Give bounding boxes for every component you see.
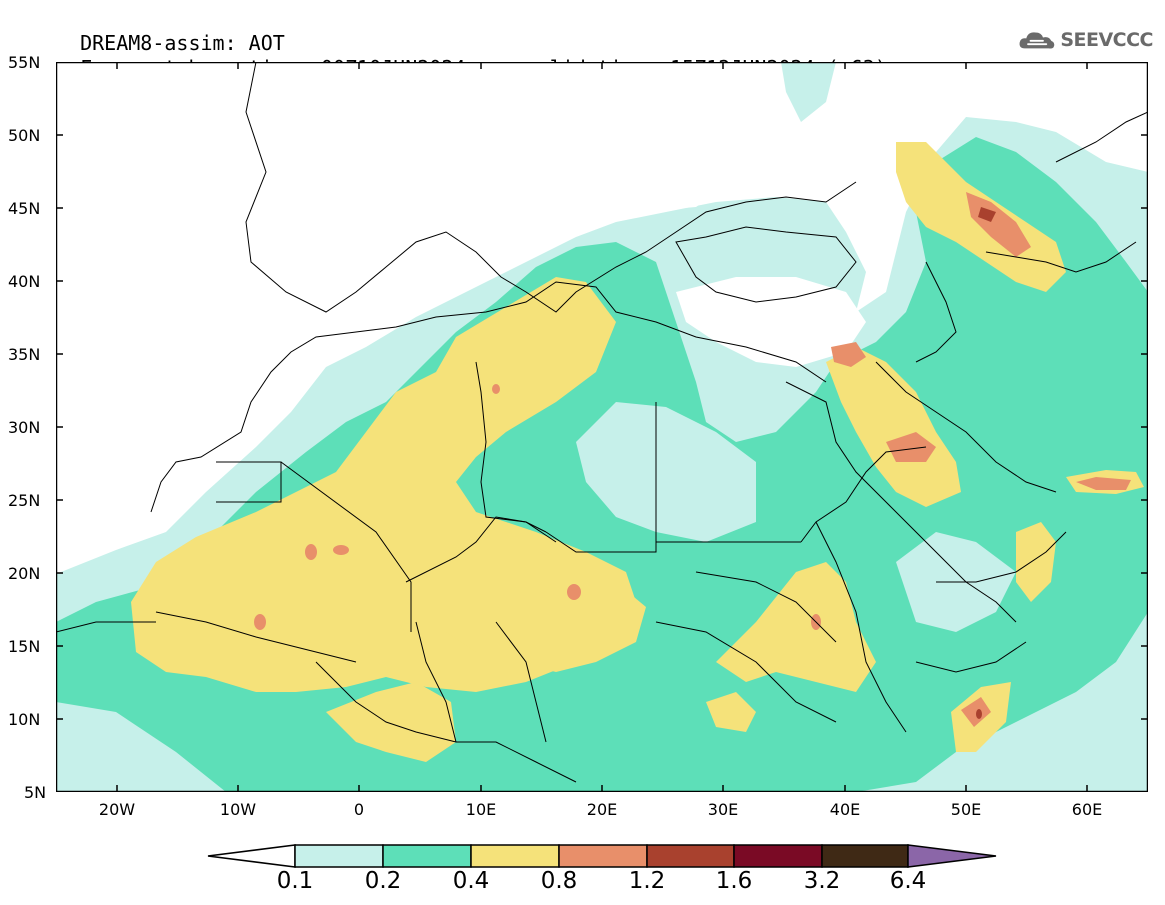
lon-label-20w: 20W bbox=[98, 800, 136, 819]
aot-spot-chad bbox=[567, 584, 581, 600]
cloud-icon bbox=[1019, 32, 1055, 49]
colorbar-swatch-6 bbox=[733, 844, 823, 868]
lat-label-10n: 10N bbox=[8, 710, 41, 729]
map-title: DREAM8-assim: AOT bbox=[56, 10, 285, 54]
colorbar-swatch-5 bbox=[646, 844, 735, 868]
model-title: DREAM8-assim: AOT bbox=[80, 31, 285, 55]
lat-label-40n: 40N bbox=[8, 272, 41, 291]
colorbar-label-0-1: 0.1 bbox=[276, 868, 314, 894]
aot-layer-0-4-arabia bbox=[826, 347, 961, 507]
seevccc-logo: SEEVCCC bbox=[1018, 24, 1153, 56]
aot-spot-mauritania bbox=[254, 614, 266, 630]
aot-spot-mali1 bbox=[305, 544, 317, 560]
lat-label-25n: 25N bbox=[8, 491, 41, 510]
lon-label-10e: 10E bbox=[465, 800, 497, 819]
lon-label-20e: 20E bbox=[586, 800, 618, 819]
lon-label-30e: 30E bbox=[707, 800, 739, 819]
lon-label-0: 0 bbox=[353, 800, 365, 819]
aot-layer-0-4-sudan bbox=[716, 562, 876, 692]
colorbar-swatch-4 bbox=[558, 844, 648, 868]
colorbar-label-0-4: 0.4 bbox=[452, 868, 490, 894]
aot-gap-central bbox=[576, 402, 756, 542]
aot-layer-0-8-gulf-north bbox=[886, 432, 936, 462]
colorbar-label-1-6: 1.6 bbox=[715, 868, 753, 894]
lat-label-45n: 45N bbox=[8, 199, 41, 218]
borders bbox=[56, 62, 1148, 783]
colorbar-swatch-7 bbox=[821, 844, 909, 868]
lat-label-55n: 55N bbox=[8, 53, 41, 72]
lat-label-20n: 20N bbox=[8, 564, 41, 583]
axis-ticks bbox=[56, 62, 1148, 792]
colorbar-label-0-8: 0.8 bbox=[540, 868, 578, 894]
colorbar-swatch-above bbox=[907, 844, 997, 868]
colorbar-swatch-2 bbox=[382, 844, 472, 868]
aot-layer-0-4-chad bbox=[426, 557, 646, 672]
aot-map-canvas bbox=[56, 62, 1148, 792]
lat-label-15n: 15N bbox=[8, 637, 41, 656]
lon-label-10w: 10W bbox=[219, 800, 257, 819]
colorbar-swatch-3 bbox=[470, 844, 560, 868]
colorbar-label-6-4: 6.4 bbox=[889, 868, 927, 894]
lat-label-30n: 30N bbox=[8, 418, 41, 437]
logo-text: SEEVCCC bbox=[1060, 29, 1153, 51]
aot-low-north bbox=[56, 62, 766, 422]
aot-layer-0-8-socotra bbox=[961, 697, 991, 727]
aot-map bbox=[56, 62, 1148, 792]
lon-label-50e: 50E bbox=[950, 800, 982, 819]
aot-layer-0-1-north bbox=[781, 62, 836, 122]
aot-layer-0-4-oman bbox=[1016, 522, 1056, 602]
lon-label-60e: 60E bbox=[1071, 800, 1103, 819]
lat-label-50n: 50N bbox=[8, 126, 41, 145]
lat-label-5n: 5N bbox=[24, 783, 47, 802]
colorbar-label-0-2: 0.2 bbox=[364, 868, 402, 894]
colorbar-swatch-below bbox=[207, 844, 296, 868]
aot-layer-0-8-gulf-strait bbox=[1076, 477, 1131, 490]
aot-layer-0-4-nigeria bbox=[326, 682, 456, 762]
lon-label-40e: 40E bbox=[829, 800, 861, 819]
aot-spot-libya bbox=[492, 384, 500, 394]
aot-spot-mali2 bbox=[333, 545, 349, 555]
aot-layer-0-4-sahel-west bbox=[706, 692, 756, 732]
aot-layer-0-8-iraq bbox=[831, 342, 866, 367]
aot-gap-bottom bbox=[56, 702, 226, 792]
aot-low-med bbox=[676, 277, 866, 367]
colorbar-swatch-1 bbox=[294, 844, 384, 868]
colorbar-label-1-2: 1.2 bbox=[628, 868, 666, 894]
lat-label-35n: 35N bbox=[8, 345, 41, 364]
aot-core-socotra bbox=[976, 709, 982, 719]
colorbar-label-3-2: 3.2 bbox=[803, 868, 841, 894]
aot-layer-1-2-caspian bbox=[978, 207, 996, 222]
